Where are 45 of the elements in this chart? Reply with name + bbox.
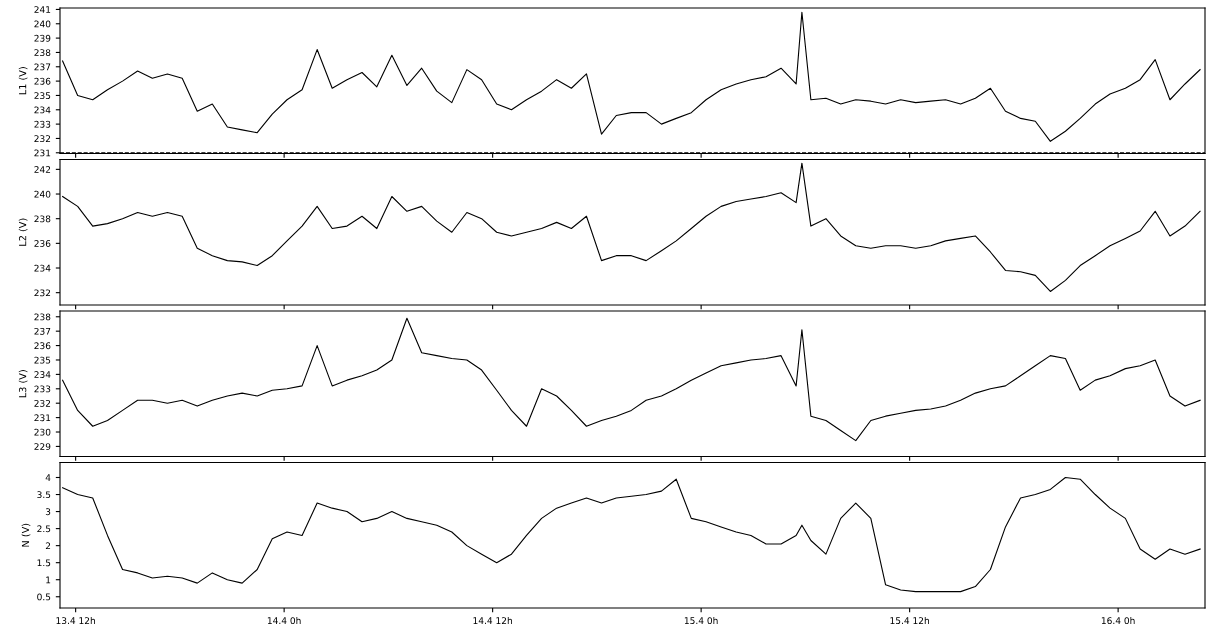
y-tick-label: 0.5 [37,593,51,601]
y-tick-label: 241 [34,6,51,13]
y-tick-label: 236 [34,240,51,247]
y-tick-label: 232 [34,399,51,407]
y-tick-label: 240 [34,20,51,28]
y-tick-label: 237 [34,327,51,335]
y-tick-label: 232 [34,135,51,143]
y-tick-label: 3.5 [37,491,51,499]
y-tick-label: 239 [34,34,51,42]
y-tick-label: 233 [34,120,51,128]
y-tick-label: 237 [34,63,51,71]
y-tick-label: 1.5 [37,559,51,567]
y-tick-label: 242 [34,166,51,173]
y-tick-label: 229 [34,443,51,450]
y-tick-label: 238 [34,313,51,321]
y-tick-label: 4 [45,474,51,481]
x-tick-label: 14.4 0h [267,617,301,625]
y-tick-label: 234 [34,371,51,378]
y-tick-label: 240 [34,190,51,198]
y-tick-label: 236 [34,342,51,350]
y-tick-label: 236 [34,77,51,85]
y-tick-label: 231 [34,149,51,157]
y-tick-label: 234 [34,106,51,114]
y-tick-label: 233 [34,385,51,393]
y-axis-title: L1 (V) [18,67,28,95]
y-tick-label: 238 [34,49,51,56]
x-tick-label: 15.4 0h [684,617,718,625]
y-tick-label: 230 [34,428,51,436]
x-tick-label: 15.4 12h [890,617,929,625]
y-tick-label: 2.5 [37,525,51,533]
y-tick-label: 238 [34,215,51,223]
x-tick-label: 13.4 12h [56,617,95,625]
y-tick-label: 2 [45,542,51,550]
y-tick-label: 232 [34,289,51,297]
x-tick-label: 16.4 0h [1101,617,1135,625]
y-tick-label: 231 [34,414,51,422]
y-axis-title: L3 (V) [18,370,28,398]
y-tick-label: 234 [34,264,51,272]
y-axis-title: N (V) [21,523,31,547]
y-tick-label: 1 [46,576,51,584]
y-tick-label: 235 [34,92,51,99]
x-tick-label: 14.4 12h [473,617,512,624]
y-tick-label: 235 [34,356,51,364]
y-axis-title: L2 (V) [18,218,28,246]
y-tick-label: 3 [45,508,51,516]
